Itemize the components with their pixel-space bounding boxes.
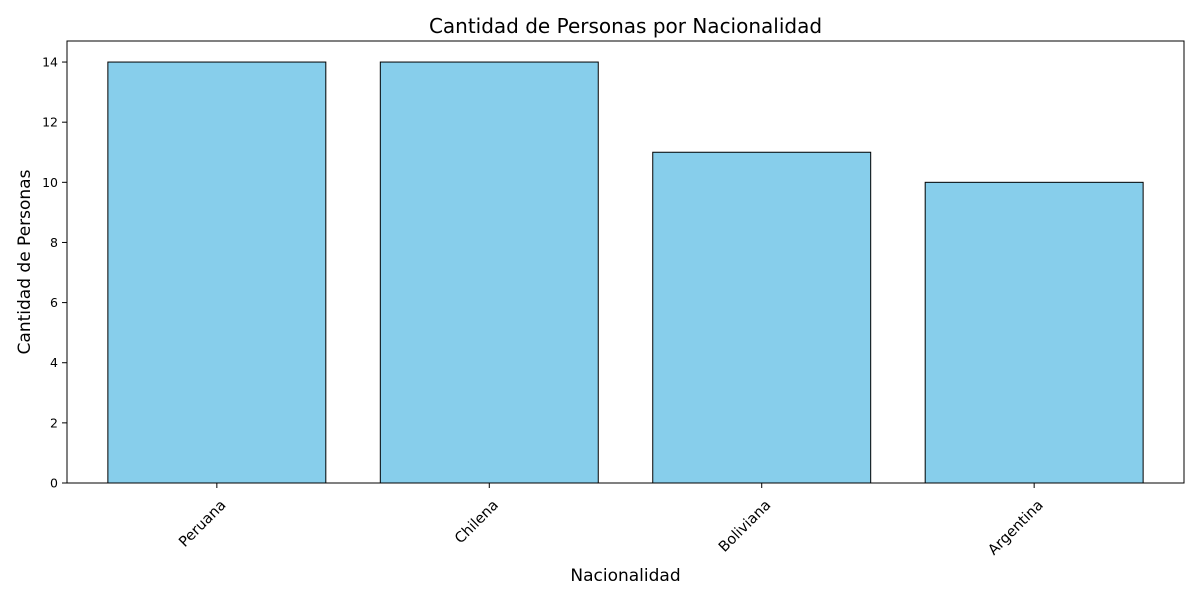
x-axis-label: Nacionalidad [570, 566, 680, 586]
y-tick-label: 14 [42, 55, 58, 70]
bar-chilena [379, 61, 599, 484]
y-axis-label: Cantidad de Personas [15, 169, 35, 354]
x-tick-label: Boliviana [716, 497, 774, 555]
y-axis: 0 2 4 6 8 10 12 14 [42, 55, 67, 491]
bars-layer [107, 61, 1144, 484]
y-tick-label: 10 [42, 175, 58, 190]
chart-title: Cantidad de Personas por Nacionalidad [429, 14, 822, 38]
y-tick-label: 4 [50, 355, 58, 370]
x-tick-label: Peruana [176, 497, 229, 550]
y-tick-label: 12 [42, 115, 58, 130]
y-tick-label: 6 [50, 295, 58, 310]
bar-peruana [107, 61, 327, 484]
x-tick-label: Argentina [985, 497, 1046, 558]
x-tick-label: Chilena [452, 497, 502, 547]
bar-boliviana [652, 151, 872, 484]
y-tick-label: 0 [50, 476, 58, 491]
x-axis: Peruana Chilena Boliviana Argentina [176, 483, 1047, 559]
bar-argentina [924, 181, 1144, 484]
y-tick-label: 2 [50, 415, 58, 430]
y-tick-label: 8 [50, 235, 58, 250]
plot-frame [66, 40, 1185, 484]
